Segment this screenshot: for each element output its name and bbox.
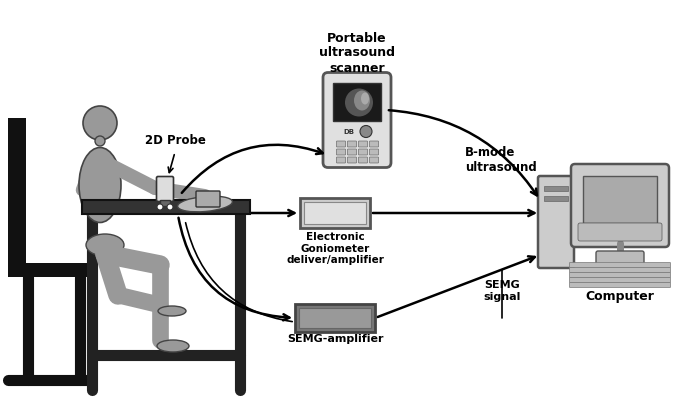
Ellipse shape — [361, 92, 369, 105]
FancyBboxPatch shape — [304, 202, 366, 224]
Ellipse shape — [354, 90, 370, 110]
FancyBboxPatch shape — [333, 82, 381, 121]
FancyBboxPatch shape — [348, 149, 357, 155]
Text: Electronic
Goniometer
deliver/amplifier: Electronic Goniometer deliver/amplifier — [286, 232, 384, 265]
FancyBboxPatch shape — [323, 73, 391, 168]
FancyBboxPatch shape — [583, 176, 657, 223]
Text: SEMG-amplifier: SEMG-amplifier — [287, 334, 383, 344]
FancyBboxPatch shape — [348, 157, 357, 163]
FancyBboxPatch shape — [544, 196, 568, 201]
FancyBboxPatch shape — [370, 141, 379, 147]
FancyBboxPatch shape — [569, 283, 671, 288]
FancyBboxPatch shape — [160, 200, 170, 206]
Ellipse shape — [177, 196, 233, 212]
FancyBboxPatch shape — [300, 198, 370, 228]
Text: SEMG
signal: SEMG signal — [483, 280, 521, 302]
Ellipse shape — [158, 306, 186, 316]
Ellipse shape — [79, 147, 121, 223]
FancyBboxPatch shape — [337, 149, 346, 155]
Circle shape — [167, 204, 173, 210]
FancyBboxPatch shape — [348, 141, 357, 147]
FancyBboxPatch shape — [299, 308, 371, 328]
Ellipse shape — [86, 234, 124, 256]
Circle shape — [95, 136, 105, 146]
FancyBboxPatch shape — [569, 268, 671, 273]
Text: DB: DB — [344, 129, 355, 134]
FancyBboxPatch shape — [571, 164, 669, 247]
Ellipse shape — [157, 340, 189, 352]
Circle shape — [157, 204, 163, 210]
FancyBboxPatch shape — [196, 191, 220, 207]
FancyBboxPatch shape — [359, 149, 368, 155]
Text: 2D Probe: 2D Probe — [145, 134, 206, 147]
FancyBboxPatch shape — [596, 251, 644, 265]
FancyBboxPatch shape — [370, 149, 379, 155]
FancyBboxPatch shape — [337, 141, 346, 147]
FancyBboxPatch shape — [370, 157, 379, 163]
Text: Computer: Computer — [586, 290, 654, 303]
FancyBboxPatch shape — [8, 118, 26, 263]
FancyBboxPatch shape — [544, 186, 568, 191]
Ellipse shape — [345, 89, 373, 116]
Text: B-mode
ultrasound: B-mode ultrasound — [465, 146, 537, 174]
Circle shape — [360, 126, 372, 137]
Text: Portable
ultrasound
scanner: Portable ultrasound scanner — [319, 32, 395, 74]
FancyBboxPatch shape — [359, 141, 368, 147]
FancyBboxPatch shape — [337, 157, 346, 163]
FancyBboxPatch shape — [538, 176, 574, 268]
FancyBboxPatch shape — [569, 273, 671, 278]
FancyBboxPatch shape — [569, 262, 671, 268]
FancyBboxPatch shape — [578, 223, 662, 241]
FancyBboxPatch shape — [569, 278, 671, 283]
Circle shape — [83, 106, 117, 140]
FancyBboxPatch shape — [157, 176, 173, 202]
FancyBboxPatch shape — [8, 263, 88, 277]
FancyBboxPatch shape — [82, 200, 250, 214]
FancyBboxPatch shape — [359, 157, 368, 163]
FancyBboxPatch shape — [295, 304, 375, 332]
